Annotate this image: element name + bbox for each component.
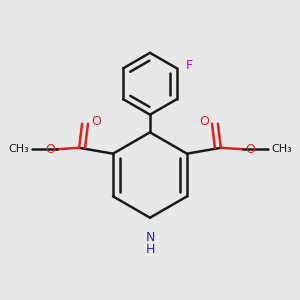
Text: O: O: [199, 115, 209, 128]
Text: H: H: [145, 243, 155, 256]
Text: O: O: [245, 143, 255, 156]
Text: N: N: [145, 231, 155, 244]
Text: O: O: [45, 143, 55, 156]
Text: F: F: [186, 59, 193, 72]
Text: CH₃: CH₃: [271, 144, 292, 154]
Text: O: O: [91, 115, 101, 128]
Text: CH₃: CH₃: [8, 144, 29, 154]
